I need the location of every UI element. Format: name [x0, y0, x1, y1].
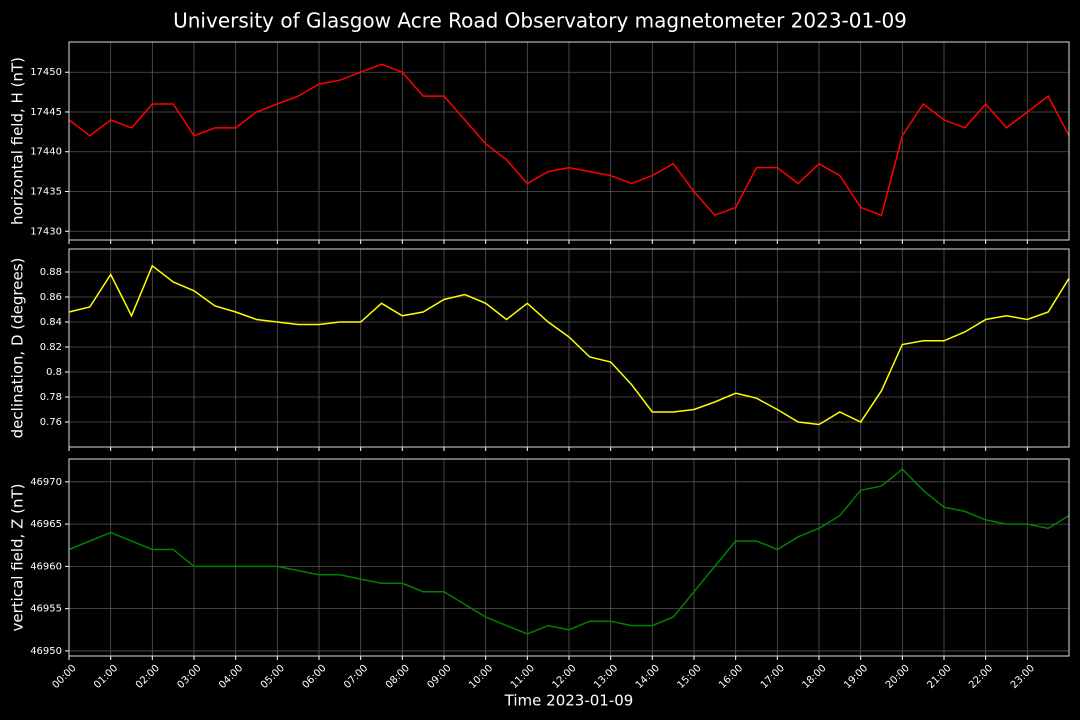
- y-tick-label: 0.82: [40, 342, 62, 353]
- y-tick-label: 0.86: [40, 292, 62, 303]
- frame: [68, 458, 1070, 657]
- y-tick-label: 46950: [30, 646, 62, 657]
- y-tick-label: 0.88: [40, 267, 62, 278]
- y-tick-label: 46970: [30, 477, 62, 488]
- y-axis-label: horizontal field, H (nT): [9, 57, 27, 225]
- y-tick-label: 17435: [30, 186, 62, 197]
- y-tick-label: 0.76: [40, 417, 62, 428]
- y-tick-label: 17450: [30, 67, 62, 78]
- data-line: [68, 264, 1070, 426]
- y-tick-label: 46960: [30, 561, 62, 572]
- data-line: [68, 468, 1070, 635]
- data-line: [68, 63, 1070, 217]
- y-tick-label: 46955: [30, 604, 62, 615]
- frame: [68, 248, 1070, 448]
- y-axis-label: vertical field, Z (nT): [9, 483, 27, 631]
- y-tick-label: 0.78: [40, 392, 62, 403]
- frame: [68, 41, 1070, 241]
- y-tick-label: 0.84: [40, 317, 62, 328]
- y-tick-label: 17430: [30, 226, 62, 237]
- y-tick-label: 0.8: [46, 367, 62, 378]
- y-axis-label: declination, D (degrees): [9, 258, 27, 439]
- chart-title: University of Glasgow Acre Road Observat…: [173, 9, 907, 33]
- y-tick-label: 17445: [30, 107, 62, 118]
- x-axis-label: Time 2023-01-09: [504, 692, 634, 710]
- y-tick-label: 46965: [30, 519, 62, 530]
- y-tick-label: 17440: [30, 147, 62, 158]
